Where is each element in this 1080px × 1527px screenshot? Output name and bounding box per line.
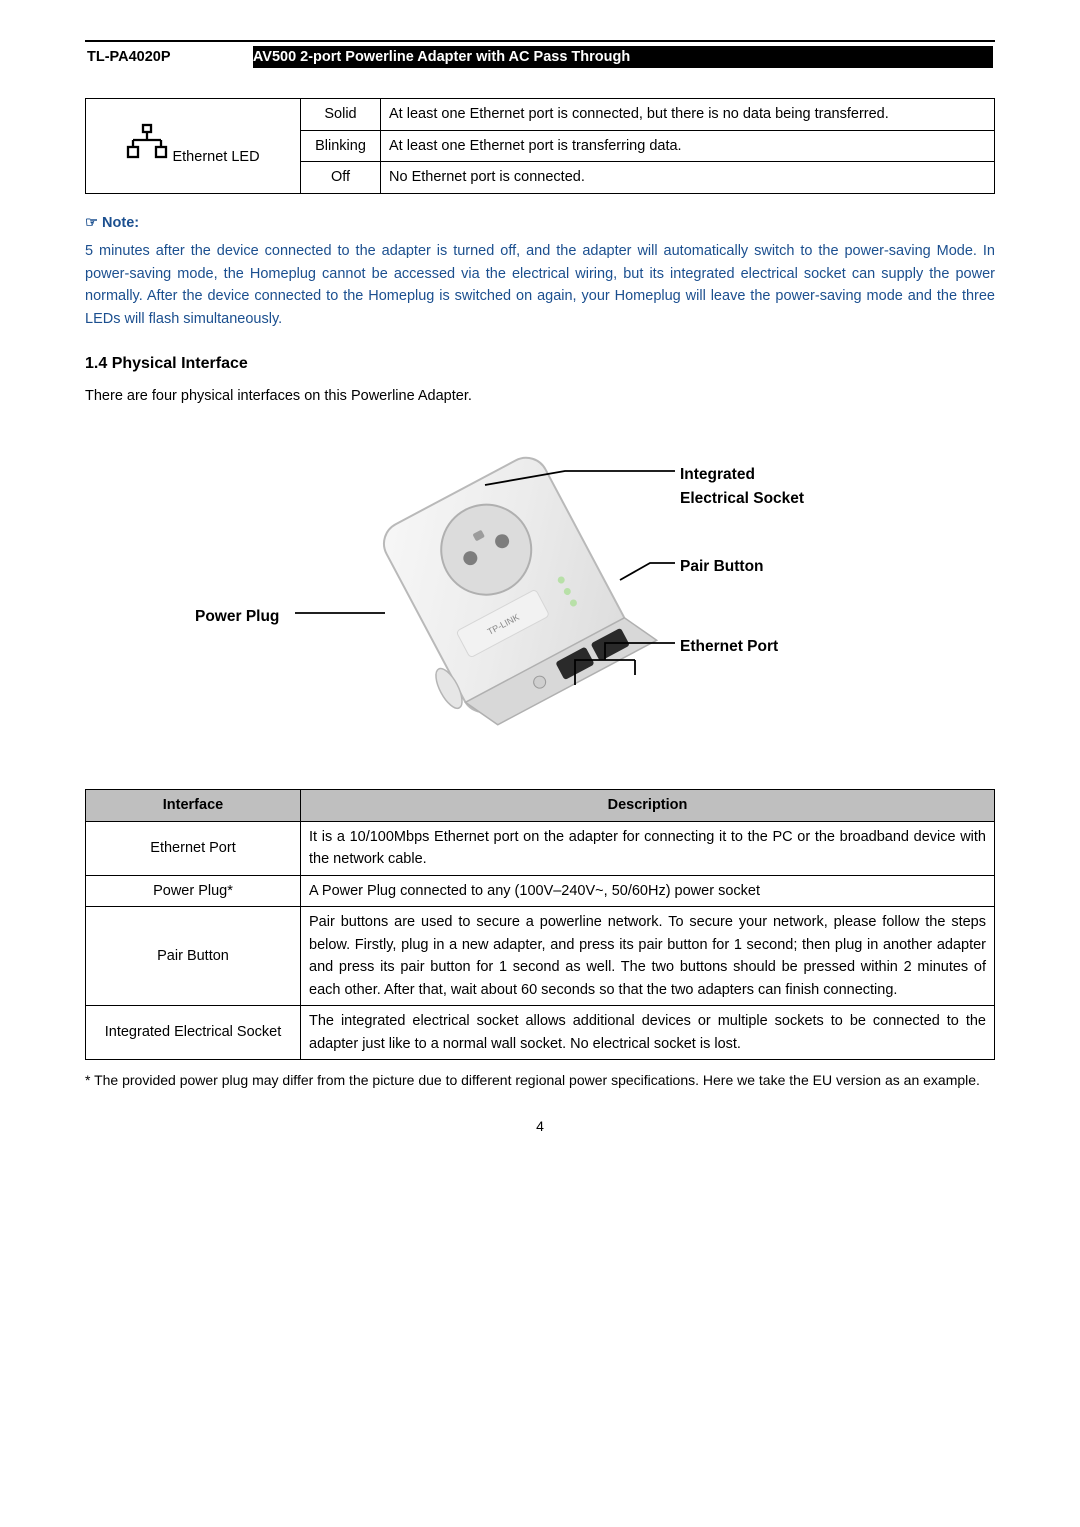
diagram-leader-lines: [85, 425, 995, 765]
led-state: Off: [301, 162, 381, 193]
note-heading: ☞ Note:: [85, 212, 995, 234]
led-state: Solid: [301, 99, 381, 130]
hand-point-icon: ☞: [85, 215, 98, 231]
table-row: Ethernet Port It is a 10/100Mbps Etherne…: [86, 821, 995, 875]
table-row: Power Plug* A Power Plug connected to an…: [86, 875, 995, 906]
table-row: Integrated Electrical Socket The integra…: [86, 1006, 995, 1060]
header-model: TL-PA4020P: [87, 46, 251, 68]
iface-header-description: Description: [301, 790, 995, 821]
ethernet-led-cell: Ethernet LED: [86, 99, 301, 193]
note-body: 5 minutes after the device connected to …: [85, 240, 995, 330]
iface-desc: Pair buttons are used to secure a powerl…: [301, 907, 995, 1006]
led-desc: At least one Ethernet port is connected,…: [381, 99, 995, 130]
physical-interface-diagram: TP-LINK Integrated Electrical Socket Pai…: [85, 425, 995, 765]
led-status-table: Ethernet LED Solid At least one Ethernet…: [85, 98, 995, 193]
footnote-text: * The provided power plug may differ fro…: [85, 1070, 995, 1092]
page-header: TL-PA4020P AV500 2-port Powerline Adapte…: [85, 44, 995, 70]
page-number: 4: [85, 1116, 995, 1138]
header-title: AV500 2-port Powerline Adapter with AC P…: [253, 46, 993, 68]
table-row: Pair Button Pair buttons are used to sec…: [86, 907, 995, 1006]
led-desc: No Ethernet port is connected.: [381, 162, 995, 193]
iface-desc: A Power Plug connected to any (100V–240V…: [301, 875, 995, 906]
note-label: Note:: [102, 215, 139, 231]
section-intro: There are four physical interfaces on th…: [85, 385, 995, 407]
interface-table: Interface Description Ethernet Port It i…: [85, 789, 995, 1060]
ethernet-led-label: Ethernet LED: [172, 149, 259, 165]
iface-name: Ethernet Port: [86, 821, 301, 875]
ethernet-led-icon: [126, 123, 168, 161]
led-state: Blinking: [301, 130, 381, 161]
iface-desc: The integrated electrical socket allows …: [301, 1006, 995, 1060]
iface-header-interface: Interface: [86, 790, 301, 821]
iface-name: Pair Button: [86, 907, 301, 1006]
iface-desc: It is a 10/100Mbps Ethernet port on the …: [301, 821, 995, 875]
header-rule: [85, 40, 995, 42]
iface-name: Power Plug*: [86, 875, 301, 906]
iface-name: Integrated Electrical Socket: [86, 1006, 301, 1060]
section-title: 1.4 Physical Interface: [85, 352, 995, 377]
led-desc: At least one Ethernet port is transferri…: [381, 130, 995, 161]
